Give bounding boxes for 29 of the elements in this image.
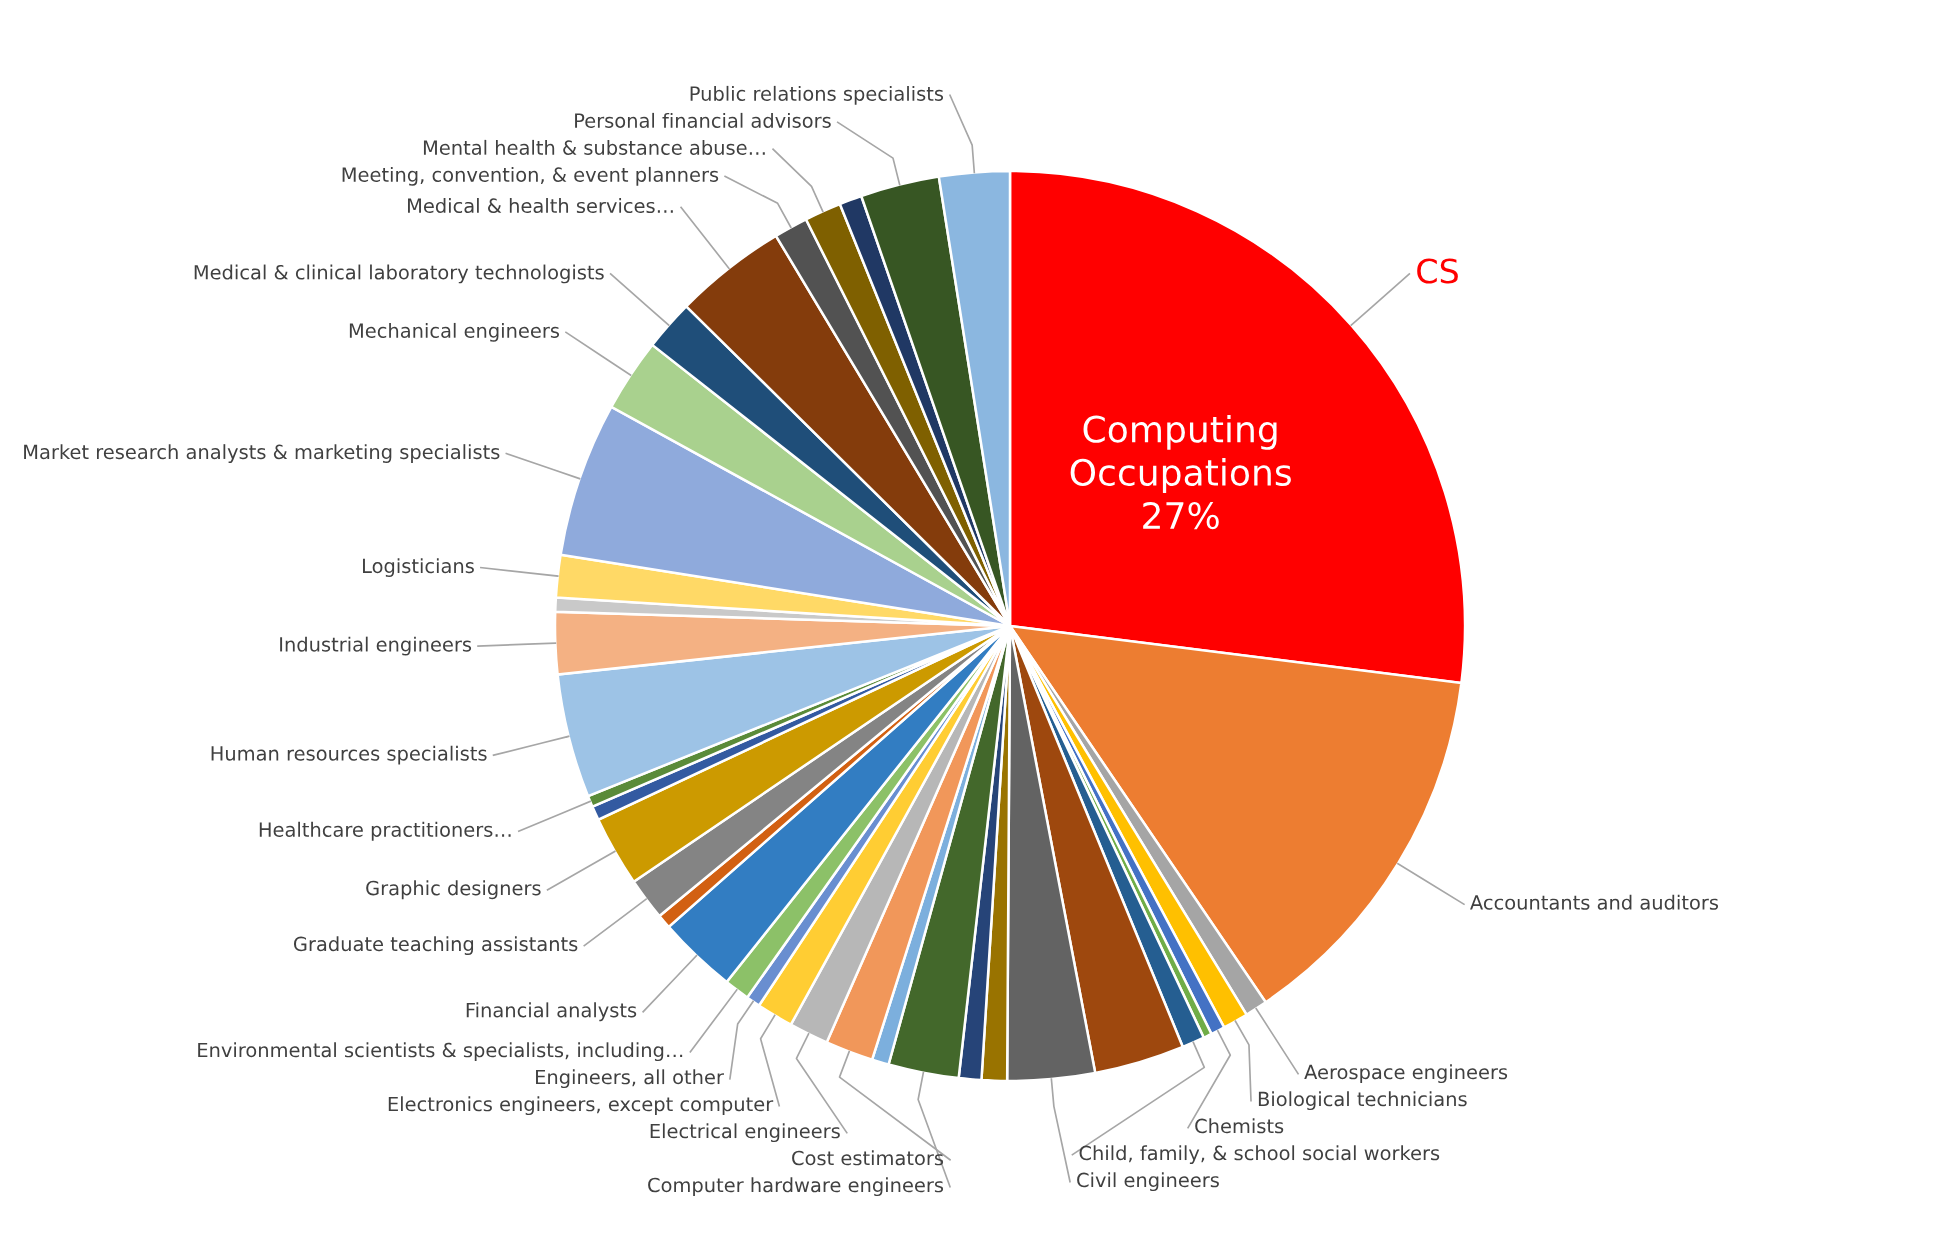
slice-label: Electronics engineers, except computer — [388, 1096, 774, 1116]
slice-label: Child, family, & school social workers — [1079, 1145, 1440, 1165]
slice-label: Healthcare practitioners… — [259, 821, 511, 841]
slice-label: Industrial engineers — [280, 636, 472, 656]
slice-label: Chemists — [1195, 1118, 1284, 1134]
slice-label: Market research analysts & marketing specialists — [24, 444, 500, 463]
slice-label: Medical & clinical laboratory technologists — [194, 264, 604, 284]
slice-label: Graduate teaching assistants — [293, 936, 578, 956]
slice-label: Graphic designers — [366, 880, 541, 900]
slice-label: Financial analysts — [466, 1002, 637, 1022]
slice-label: Cost estimators — [792, 1150, 944, 1166]
slice-label: Mechanical engineers — [349, 322, 560, 342]
slice-label: Medical & health services… — [408, 198, 673, 214]
slice-label: Personal financial advisors — [575, 112, 831, 128]
slice-label: Electrical engineers — [650, 1123, 840, 1143]
slice-label: Meeting, convention, & event planners — [342, 166, 719, 186]
slice-label: Environmental scientists & specialists, including… — [198, 1042, 683, 1062]
slice-label: Civil engineers — [1077, 1172, 1219, 1192]
slice-label: Public relations specialists — [690, 85, 944, 105]
slice-label: Accountants and auditors — [1470, 894, 1719, 910]
slice-label: Computer hardware engineers — [648, 1177, 944, 1197]
slice-label: Biological technicians — [1258, 1091, 1467, 1111]
text: Computing Occupations 27% — [1070, 414, 1291, 530]
slice-label: CS — [1417, 258, 1458, 284]
slice-label: Engineers, all other — [536, 1069, 724, 1089]
slice-label: Human resources specialists — [211, 745, 487, 765]
slice-label: Aerospace engineers — [1304, 1064, 1508, 1084]
slice-label: Logisticians — [363, 558, 474, 577]
slice-label: Mental health & substance abuse… — [423, 139, 765, 155]
